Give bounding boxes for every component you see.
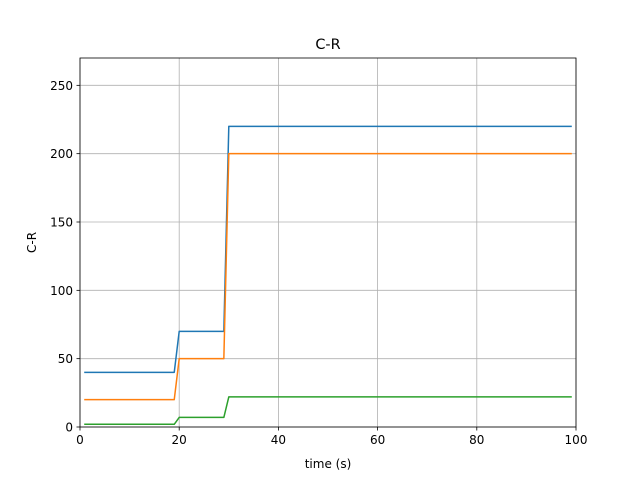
chart-title: C-R — [315, 37, 340, 53]
y-tick-label: 100 — [50, 284, 73, 298]
x-tick-label: 80 — [469, 433, 484, 447]
plot-background — [80, 58, 576, 427]
series-line-3 — [84, 396, 572, 426]
y-tick-label: 200 — [50, 147, 73, 161]
x-tick-label: 100 — [565, 433, 588, 447]
y-axis-label: C-R — [25, 232, 39, 253]
y-tick-label: 50 — [58, 352, 73, 366]
series-line-2 — [84, 152, 572, 401]
series-lines — [84, 125, 572, 426]
y-tick-label: 250 — [50, 79, 73, 93]
x-tick-label: 0 — [76, 433, 84, 447]
x-tick-label: 20 — [172, 433, 187, 447]
y-tick-label: 150 — [50, 216, 73, 230]
plot-frame — [79, 57, 577, 428]
series-line-1 — [84, 125, 572, 374]
x-tick-label: 40 — [271, 433, 286, 447]
y-tick-label: 0 — [65, 421, 73, 435]
x-axis-label: time (s) — [305, 457, 352, 471]
axis-ticks: 0 20 40 60 80 100 0 50 100 150 200 250 — [50, 79, 587, 447]
x-tick-label: 60 — [370, 433, 385, 447]
